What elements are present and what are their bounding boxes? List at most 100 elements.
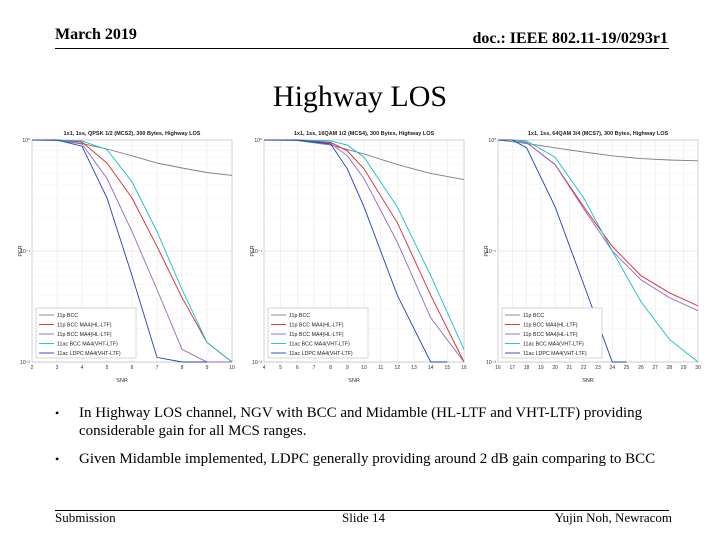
header-date: March 2019 [55,26,137,43]
x-tick-label: 7 [156,365,159,371]
legend-label: 11p BCC MA4(HL-LTF) [57,332,112,338]
x-axis-label: SNR [348,378,360,384]
chart-mcs4: 1x1, 1ss, 16QAM 1/2 (MCS4), 300 Bytes, H… [250,124,468,384]
series-line [498,139,699,363]
y-axis-label: PER [18,245,24,256]
x-tick-label: 5 [279,365,282,371]
bullet-dot: • [55,406,60,420]
legend-label: 11ac BCC MA4(VHT-LTF) [289,342,350,348]
x-tick-label: 29 [681,365,687,371]
x-tick-label: 23 [595,365,601,371]
x-tick-label: 30 [695,365,701,371]
x-tick-label: 18 [524,365,530,371]
chart-mcs2: 1x1, 1ss, QPSK 1/2 (MCS2), 300 Bytes, Hi… [18,124,236,384]
chart-svg: 1x1, 1ss, QPSK 1/2 (MCS2), 300 Bytes, Hi… [18,131,235,384]
legend-label: 11p BCC MA4(HL-LTF) [523,323,578,329]
chart-title: 1x1, 1ss, 64QAM 3/4 (MCS7), 300 Bytes, H… [528,131,669,137]
legend-label: 11ac LDPC MA4(VHT-LTF) [289,351,353,357]
series-line [32,139,232,363]
slide-title: Highway LOS [272,80,448,113]
legend-box [501,307,603,359]
x-tick-label: 17 [510,365,516,371]
legend-label: 11ac LDPC MA4(VHT-LTF) [57,351,121,357]
x-tick-label: 26 [638,365,644,371]
series-line [498,139,627,363]
series-line [32,139,233,363]
x-tick-label: 15 [445,365,451,371]
chart-title: 1x1, 1ss, 16QAM 1/2 (MCS4), 300 Bytes, H… [294,131,435,137]
y-tick-label: 10⁻¹ [252,249,262,255]
legend-box [35,307,137,359]
x-tick-label: 8 [329,365,332,371]
bullet-dot: • [55,452,60,466]
footer-submission: Submission [55,510,116,525]
x-axis-label: SNR [116,378,128,384]
y-axis-label: PER [250,245,256,256]
legend-label: 11p BCC MA4(HL-LTF) [523,332,578,338]
x-tick-label: 8 [181,365,184,371]
legend-label: 11p BCC MA4(HL-LTF) [289,332,344,338]
legend-label: 11p BCC [57,313,78,319]
x-tick-label: 4 [81,365,84,371]
x-tick-label: 6 [131,365,134,371]
legend-label: 11ac LDPC MA4(VHT-LTF) [523,351,587,357]
x-axis-label: SNR [582,378,594,384]
x-tick-label: 24 [610,365,616,371]
x-tick-label: 16 [495,365,501,371]
bullet-text: Given Midamble implemented, LDPC general… [79,451,656,467]
legend-label: 11p BCC MA4(HL-LTF) [289,323,344,329]
series-line [263,139,465,181]
x-tick-label: 20 [552,365,558,371]
footer-author: Yujin Noh, Newracom [554,510,672,525]
footer-slide-number: Slide 14 [342,510,385,525]
x-tick-label: 22 [581,365,587,371]
x-tick-label: 10 [229,365,235,371]
x-tick-label: 10 [361,365,367,371]
bullet-text: In Highway LOS channel, NGV with BCC and… [79,405,643,439]
y-axis-label: PER [484,245,490,256]
y-tick-label: 10⁻² [252,360,262,366]
x-tick-label: 4 [263,365,266,371]
x-tick-label: 19 [538,365,544,371]
x-tick-label: 6 [296,365,299,371]
bullet-list: • In Highway LOS channel, NGV with BCC a… [55,404,675,478]
y-tick-label: 10⁻² [486,360,496,366]
x-tick-label: 9 [206,365,209,371]
chart-title: 1x1, 1ss, QPSK 1/2 (MCS2), 300 Bytes, Hi… [64,131,201,137]
y-tick-label: 10⁰ [254,138,262,144]
x-tick-label: 12 [395,365,401,371]
legend-label: 11ac BCC MA4(VHT-LTF) [523,342,584,348]
chart-svg: 1x1, 1ss, 16QAM 1/2 (MCS4), 300 Bytes, H… [250,131,467,384]
header-doc-id: doc.: IEEE 802.11-19/0293r1 [472,30,668,47]
chart-mcs7: 1x1, 1ss, 64QAM 3/4 (MCS7), 300 Bytes, H… [484,124,702,384]
chart-svg: 1x1, 1ss, 64QAM 3/4 (MCS7), 300 Bytes, H… [484,131,701,384]
x-tick-label: 2 [31,365,34,371]
series-line [264,139,465,350]
x-tick-label: 5 [106,365,109,371]
x-tick-label: 21 [567,365,573,371]
legend-label: 11p BCC [289,313,310,319]
x-tick-label: 27 [652,365,658,371]
x-tick-label: 13 [411,365,417,371]
series-line [32,139,207,363]
x-tick-label: 28 [667,365,673,371]
y-tick-label: 10⁻¹ [20,249,30,255]
x-tick-label: 14 [428,365,434,371]
y-tick-label: 10⁻² [20,360,30,366]
x-tick-label: 11 [378,365,383,371]
series-line [264,139,448,363]
x-tick-label: 25 [624,365,630,371]
x-tick-label: 9 [346,365,349,371]
bullet-item: • Given Midamble implemented, LDPC gener… [55,450,675,468]
y-tick-label: 10⁻¹ [486,249,496,255]
y-tick-label: 10⁰ [22,138,30,144]
legend-label: 11p BCC MA4(HL-LTF) [57,323,112,329]
header-rule [55,48,669,49]
legend-box [267,307,369,359]
footer-rule [55,510,669,511]
legend-label: 11p BCC [523,313,544,319]
bullet-item: • In Highway LOS channel, NGV with BCC a… [55,404,675,440]
y-tick-label: 10⁰ [488,138,496,144]
x-tick-label: 7 [313,365,316,371]
x-tick-label: 16 [461,365,467,371]
